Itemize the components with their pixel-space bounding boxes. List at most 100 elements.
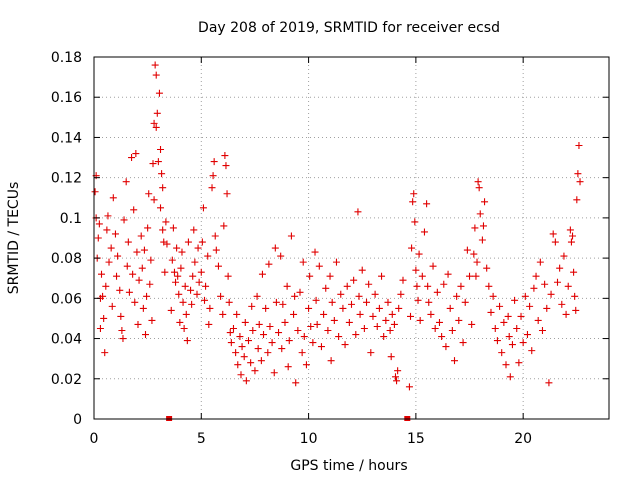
data-point xyxy=(500,318,508,326)
data-point xyxy=(399,276,407,284)
data-point xyxy=(134,320,142,328)
data-point xyxy=(204,252,212,260)
data-point xyxy=(131,298,139,306)
data-point xyxy=(337,290,345,298)
data-point xyxy=(576,178,584,186)
data-point xyxy=(220,222,228,230)
data-point xyxy=(100,314,108,322)
data-point xyxy=(283,282,291,290)
data-point xyxy=(442,343,450,351)
data-point xyxy=(564,282,572,290)
data-point xyxy=(409,198,417,206)
data-point xyxy=(387,353,395,361)
data-point xyxy=(424,282,432,290)
y-tick-label: 0.12 xyxy=(51,171,82,187)
data-point xyxy=(197,268,205,276)
data-point xyxy=(312,296,320,304)
data-point xyxy=(575,141,583,149)
data-point xyxy=(472,272,480,280)
data-point xyxy=(128,154,136,162)
grid-lines xyxy=(94,57,609,419)
data-point xyxy=(195,278,203,286)
data-point xyxy=(236,333,244,341)
data-point xyxy=(360,325,368,332)
data-point xyxy=(189,272,197,280)
data-point xyxy=(560,252,568,260)
data-point xyxy=(151,61,159,69)
data-point xyxy=(296,288,304,296)
data-point xyxy=(489,292,497,300)
data-points xyxy=(91,61,584,391)
data-point xyxy=(194,244,202,252)
data-point xyxy=(420,228,428,236)
data-point xyxy=(444,270,452,278)
data-point xyxy=(435,318,443,326)
data-point xyxy=(429,262,437,270)
data-point xyxy=(99,292,107,300)
data-point xyxy=(541,280,549,288)
data-point xyxy=(448,327,456,335)
data-point xyxy=(523,331,531,339)
data-point xyxy=(146,280,154,288)
data-point xyxy=(519,339,527,347)
data-point xyxy=(111,230,119,238)
data-point xyxy=(163,240,171,248)
data-point xyxy=(433,288,441,296)
data-point xyxy=(309,339,317,347)
data-point xyxy=(211,232,219,240)
data-point xyxy=(369,312,377,320)
data-point xyxy=(570,268,578,276)
data-point xyxy=(487,308,495,316)
data-point xyxy=(358,266,366,274)
data-point xyxy=(470,250,478,258)
data-point xyxy=(145,190,153,198)
data-point xyxy=(566,226,574,234)
data-point xyxy=(461,298,469,306)
data-point xyxy=(108,302,116,310)
data-point xyxy=(446,304,454,312)
data-point xyxy=(393,377,401,385)
data-point xyxy=(133,248,141,256)
data-point xyxy=(365,280,373,288)
data-point xyxy=(279,300,287,308)
data-point xyxy=(481,198,489,206)
data-point xyxy=(109,194,117,202)
data-point xyxy=(255,320,263,328)
data-point xyxy=(504,312,512,320)
data-point xyxy=(508,341,516,349)
data-point xyxy=(227,339,235,347)
data-point xyxy=(140,246,148,254)
data-point xyxy=(572,306,580,314)
data-point xyxy=(206,304,214,312)
data-point xyxy=(101,349,109,357)
data-point xyxy=(505,333,513,341)
x-axis: 0 5 10 15 20 xyxy=(90,57,532,447)
data-point xyxy=(233,310,241,318)
data-point xyxy=(468,320,476,328)
data-point xyxy=(475,184,483,192)
data-point xyxy=(315,262,323,270)
data-point xyxy=(330,316,338,324)
data-point xyxy=(144,224,152,232)
data-point xyxy=(120,216,128,224)
y-axis: 0 0.02 0.04 0.06 0.08 0.1 0.12 0.14 0.16 0.18 xyxy=(51,50,609,428)
data-point xyxy=(209,172,217,180)
data-point xyxy=(473,258,481,266)
data-point xyxy=(139,304,147,312)
data-point xyxy=(413,282,421,290)
data-point xyxy=(408,244,416,252)
data-point xyxy=(105,258,113,266)
data-point xyxy=(162,218,170,226)
data-point xyxy=(324,327,332,335)
data-point xyxy=(148,316,156,324)
data-point xyxy=(410,190,418,198)
data-point xyxy=(180,325,188,332)
data-point xyxy=(135,276,143,284)
data-point xyxy=(210,158,218,166)
y-axis-label: SRMTID / TECUs xyxy=(6,182,22,295)
data-point xyxy=(188,300,196,308)
data-point xyxy=(278,345,286,353)
data-point xyxy=(380,333,388,341)
data-point xyxy=(332,258,340,266)
